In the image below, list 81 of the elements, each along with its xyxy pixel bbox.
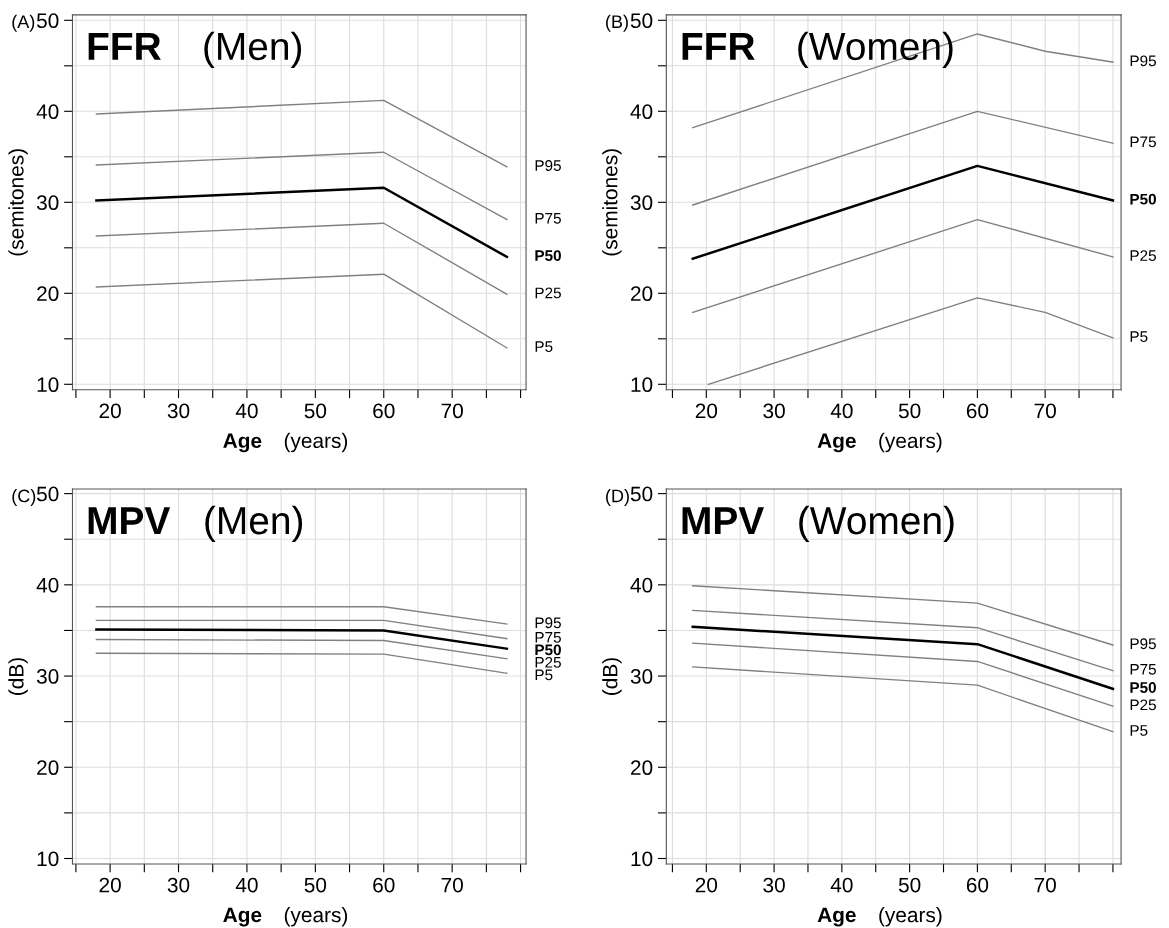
- series-label: P25: [535, 656, 561, 668]
- series-label: P50: [535, 644, 561, 656]
- series-label: P5: [1130, 725, 1148, 736]
- y-tick-label: 40: [630, 104, 653, 120]
- x-tick-label: 50: [304, 877, 327, 893]
- y-tick-label: 10: [37, 377, 59, 393]
- x-tick-label: 50: [304, 403, 327, 419]
- y-tick-label: 40: [36, 104, 59, 120]
- chart-title: MPV(Women): [682, 505, 954, 543]
- series-label: P75: [535, 632, 561, 643]
- x-axis-title: Age (years): [223, 432, 348, 453]
- y-tick-label: 50: [630, 486, 653, 502]
- series-label: P5: [535, 669, 553, 681]
- y-tick-label: 50: [36, 486, 59, 502]
- x-tick-label: 50: [898, 877, 921, 893]
- x-tick-label: 20: [99, 403, 121, 419]
- series-label: P5: [535, 341, 553, 352]
- x-tick-label: 70: [441, 877, 463, 893]
- y-tick-label: 30: [36, 669, 59, 684]
- series-label: P75: [1130, 664, 1156, 675]
- y-tick-label: 30: [630, 669, 653, 684]
- x-axis-title: Age (years): [817, 432, 942, 453]
- text: (B): [606, 14, 628, 32]
- text: (A): [12, 14, 35, 32]
- y-tick-label: 50: [630, 13, 653, 29]
- x-tick-label: 60: [966, 877, 989, 893]
- text: (C): [12, 489, 36, 506]
- y-axis-title: (dB): [8, 658, 28, 695]
- chart-title: MPV(Men): [88, 505, 303, 543]
- series-label: P25: [1130, 250, 1156, 261]
- series-label: P95: [535, 160, 561, 171]
- series-label: P50: [1130, 193, 1156, 205]
- x-tick-label: 40: [830, 403, 853, 419]
- x-tick-label: 70: [1034, 877, 1056, 893]
- x-tick-label: 70: [441, 403, 463, 419]
- x-tick-label: 60: [373, 877, 395, 893]
- y-tick-label: 40: [630, 577, 653, 593]
- y-tick-label: 20: [37, 286, 59, 302]
- series-label: P95: [535, 617, 561, 629]
- x-tick-label: 20: [99, 877, 121, 893]
- y-tick-label: 30: [36, 195, 59, 211]
- y-tick-label: 10: [37, 851, 59, 867]
- y-tick-label: 10: [631, 851, 653, 867]
- text: (D): [606, 489, 629, 506]
- x-axis-title: Age (years): [223, 906, 348, 927]
- x-tick-label: 40: [235, 403, 258, 419]
- x-tick-label: 60: [373, 403, 395, 419]
- chart-title: FFR (Women): [682, 31, 953, 68]
- series-label: P50: [1130, 682, 1156, 693]
- y-axis-title: (semitones): [8, 149, 28, 256]
- x-tick-label: 30: [167, 403, 190, 419]
- x-tick-label: 30: [167, 877, 190, 893]
- series-label: P95: [1130, 638, 1156, 650]
- y-tick-label: 50: [36, 13, 59, 29]
- x-tick-label: 30: [763, 403, 785, 419]
- x-tick-label: 40: [830, 877, 853, 893]
- x-axis-title: Age (years): [817, 906, 942, 927]
- series-label: P25: [535, 287, 561, 299]
- x-tick-label: 40: [235, 877, 258, 893]
- y-tick-label: 20: [631, 760, 653, 776]
- y-tick-label: 30: [630, 195, 653, 211]
- chart-title: FFR (Men): [88, 31, 302, 68]
- y-axis-title: (semitones): [602, 149, 622, 256]
- series-label: P95: [1130, 55, 1156, 67]
- x-tick-label: 30: [763, 877, 785, 893]
- x-tick-label: 50: [898, 403, 921, 419]
- y-axis-title: (dB): [602, 658, 622, 695]
- y-tick-label: 10: [631, 377, 653, 393]
- series-label: P5: [1130, 331, 1148, 342]
- x-tick-label: 20: [695, 877, 718, 893]
- line-series: [707, 297, 1114, 385]
- y-tick-label: 40: [36, 577, 59, 593]
- y-tick-label: 20: [37, 760, 59, 776]
- x-tick-label: 70: [1034, 403, 1056, 419]
- series-label: P50: [535, 250, 561, 261]
- series-label: P25: [1130, 699, 1156, 711]
- y-tick-label: 20: [631, 286, 653, 302]
- series-label: P75: [535, 213, 561, 224]
- x-tick-label: 60: [966, 403, 989, 419]
- x-tick-label: 20: [695, 403, 718, 419]
- series-label: P75: [1130, 136, 1156, 148]
